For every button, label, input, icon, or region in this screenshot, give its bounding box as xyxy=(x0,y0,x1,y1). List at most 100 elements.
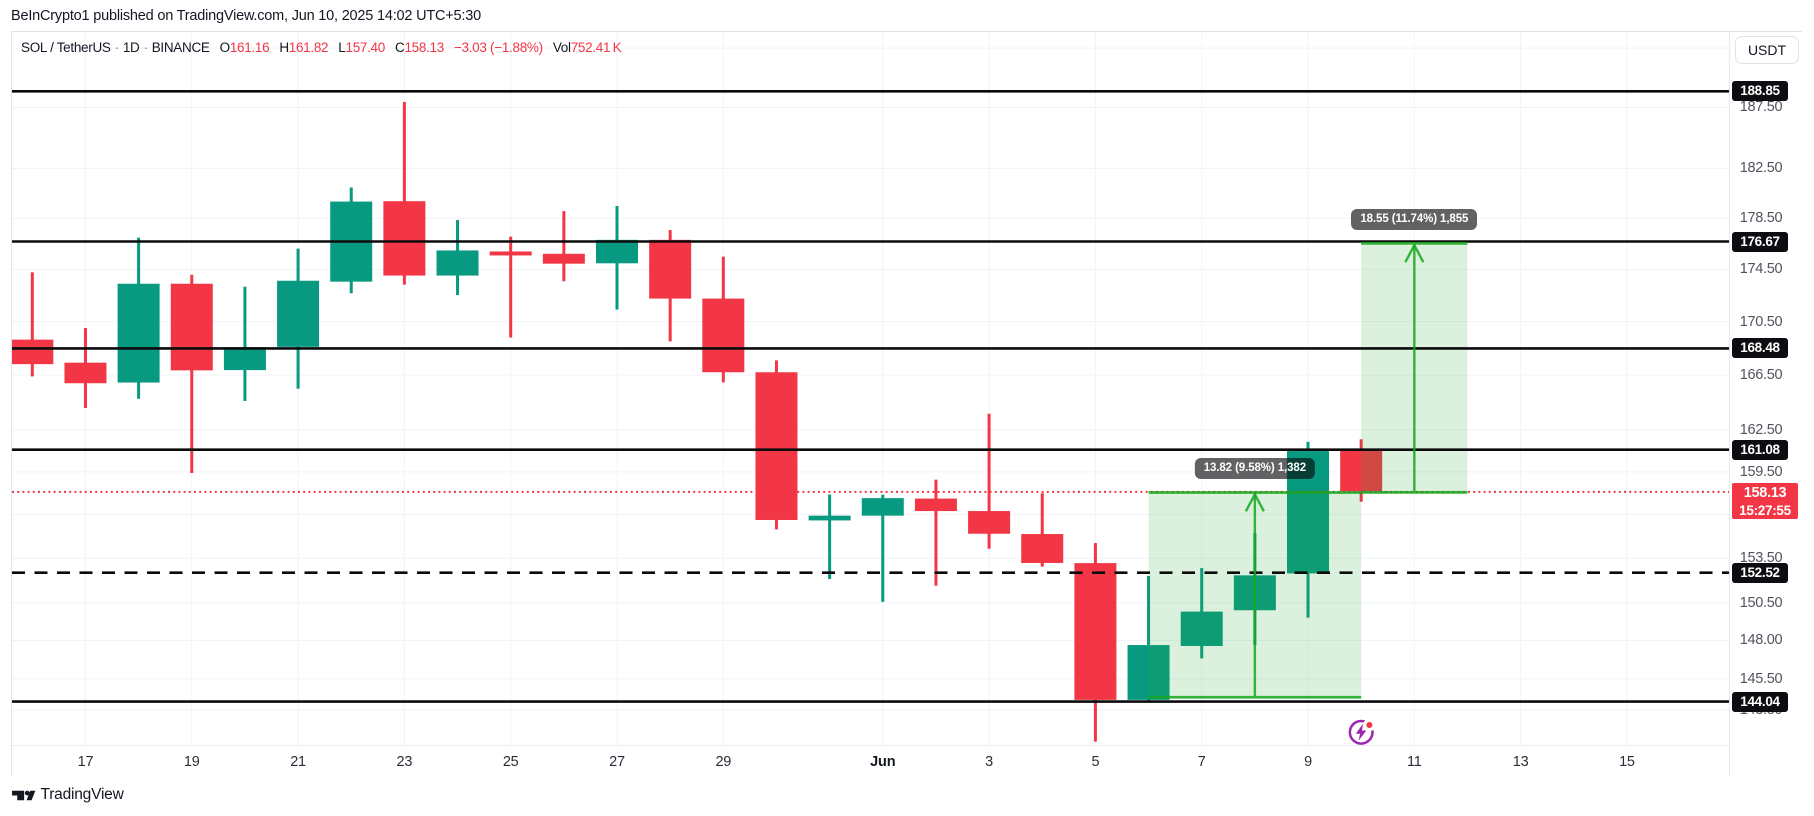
price-range-1-arrow-head xyxy=(1244,491,1265,512)
time-tick-9: 9 xyxy=(1304,753,1312,770)
candle-wick-jun-3[interactable] xyxy=(987,413,991,549)
time-tick-jun: Jun xyxy=(870,753,896,770)
price-range-label-1[interactable]: 13.82 (9.58%) 1,382 xyxy=(1194,457,1316,480)
price-tick-162.50: 162.50 xyxy=(1739,421,1783,438)
candle-wick-may-20[interactable] xyxy=(243,286,247,401)
key-level-price-label-144.04: 144.04 xyxy=(1732,691,1788,712)
candle-may-25[interactable] xyxy=(489,251,532,256)
tradingview-logo-text: TradingView xyxy=(40,786,124,803)
price-tick-153.50: 153.50 xyxy=(1739,550,1783,567)
currency-unit-button[interactable]: USDT xyxy=(1735,35,1799,64)
price-tick-145.50: 145.50 xyxy=(1739,670,1783,687)
candle-jun-10[interactable] xyxy=(1340,448,1383,492)
candle-may-20[interactable] xyxy=(223,347,266,371)
candle-may-26[interactable] xyxy=(542,253,585,264)
legend-exchange[interactable]: BINANCE xyxy=(151,40,210,55)
chart-pane[interactable]: SOL / TetherUS · 1D · BINANCE O161.16 H1… xyxy=(12,32,1729,745)
legend-close: C158.13 xyxy=(394,40,444,55)
candle-jun-5[interactable] xyxy=(1074,563,1117,700)
candle-wick-may-19[interactable] xyxy=(190,274,194,474)
chart-widget: SOL / TetherUS · 1D · BINANCE O161.16 H1… xyxy=(11,31,1802,777)
legend-volume: Vol752.41 K xyxy=(552,40,622,55)
legend-change: −3.03 (−1.88%) xyxy=(453,40,543,55)
candle-may-21[interactable] xyxy=(277,280,320,347)
key-level-price-label-188.85: 188.85 xyxy=(1732,81,1788,102)
price-tick-187.50: 187.50 xyxy=(1739,99,1783,116)
time-axis[interactable]: 17 19 21 23 25 27 29 Jun 3 5 7 9 11 13 15 xyxy=(12,745,1729,777)
last-price-label: 158.13 15:27:55 xyxy=(1732,482,1798,519)
candle-may-17[interactable] xyxy=(64,362,107,384)
candle-wick-may-16[interactable] xyxy=(30,272,34,377)
candle-jun-3[interactable] xyxy=(968,511,1011,534)
legend-interval[interactable]: 1D xyxy=(122,40,140,55)
time-tick-25: 25 xyxy=(502,753,519,770)
candle-may-30[interactable] xyxy=(755,372,798,520)
candle-may-16[interactable] xyxy=(12,339,54,365)
bar-countdown: 15:27:55 xyxy=(1739,502,1791,518)
lightning-bolt-icon xyxy=(1355,723,1367,741)
price-tick-170.50: 170.50 xyxy=(1739,313,1783,330)
candle-wick-may-31[interactable] xyxy=(828,494,832,580)
candle-wick-jun-1[interactable] xyxy=(881,494,885,602)
price-tick-178.50: 178.50 xyxy=(1739,210,1783,227)
candle-jun-4[interactable] xyxy=(1021,534,1064,563)
event-badge-dot xyxy=(1366,722,1373,728)
key-level-price-label-161.08: 161.08 xyxy=(1732,439,1788,460)
time-tick-7: 7 xyxy=(1197,753,1206,770)
time-tick-23: 23 xyxy=(396,753,413,770)
candle-wick-jun-2[interactable] xyxy=(934,479,938,586)
time-tick-21: 21 xyxy=(290,753,306,770)
candle-jun-7[interactable] xyxy=(1180,611,1223,646)
time-tick-29: 29 xyxy=(715,753,732,770)
key-level-price-label-176.67: 176.67 xyxy=(1732,231,1788,252)
price-range-2-arrow-head xyxy=(1404,242,1425,263)
price-tick-174.50: 174.50 xyxy=(1739,261,1783,278)
time-tick-11: 11 xyxy=(1407,753,1422,770)
key-level-price-label-152.52: 152.52 xyxy=(1732,562,1788,583)
time-tick-5: 5 xyxy=(1091,753,1100,770)
candle-wick-may-25[interactable] xyxy=(509,236,513,338)
candle-wick-jun-4[interactable] xyxy=(1040,493,1044,567)
candlestick-chart[interactable] xyxy=(12,32,1729,745)
candle-wick-jun-6[interactable] xyxy=(1147,575,1151,701)
candle-jun-2[interactable] xyxy=(914,498,957,512)
legend-open: O161.16 xyxy=(219,40,270,55)
time-tick-27: 27 xyxy=(609,753,625,770)
price-range-label-2[interactable]: 18.55 (11.74%) 1,855 xyxy=(1351,208,1478,231)
candle-may-28[interactable] xyxy=(649,239,692,299)
tradingview-logo-icon xyxy=(12,790,36,800)
time-tick-13: 13 xyxy=(1512,753,1529,770)
legend-separator: · xyxy=(114,40,120,55)
time-tick-17: 17 xyxy=(77,753,94,770)
candle-wick-may-23[interactable] xyxy=(402,101,406,285)
legend-low: L157.40 xyxy=(338,40,385,55)
candle-jun-1[interactable] xyxy=(861,498,904,516)
price-tick-182.50: 182.50 xyxy=(1739,160,1783,177)
candle-may-31[interactable] xyxy=(808,515,851,521)
price-tick-166.50: 166.50 xyxy=(1739,367,1783,384)
tradingview-logo[interactable]: TradingView xyxy=(12,786,124,804)
key-level-price-label-168.48: 168.48 xyxy=(1732,338,1788,359)
legend-symbol[interactable]: SOL / TetherUS xyxy=(21,40,111,55)
price-axis[interactable]: USDT 158.13 15:27:55 187.50 182.50 178.50 1… xyxy=(1729,32,1802,777)
price-tick-159.50: 159.50 xyxy=(1739,463,1783,480)
candle-wick-may-26[interactable] xyxy=(562,211,566,282)
candle-may-19[interactable] xyxy=(170,283,213,371)
candle-jun-6[interactable] xyxy=(1127,645,1170,700)
candle-may-24[interactable] xyxy=(436,250,479,276)
event-lightning-icon[interactable] xyxy=(1348,719,1374,745)
time-tick-15: 15 xyxy=(1619,753,1635,770)
time-tick-3: 3 xyxy=(985,753,994,770)
page-title: BeInCrypto1 published on TradingView.com… xyxy=(11,8,481,24)
last-price-value: 158.13 xyxy=(1743,484,1787,501)
candle-may-18[interactable] xyxy=(117,283,160,383)
symbol-legend[interactable]: SOL / TetherUS · 1D · BINANCE O161.16 H1… xyxy=(21,40,622,55)
legend-high: H161.82 xyxy=(279,40,329,55)
price-tick-148.00: 148.00 xyxy=(1739,632,1783,649)
candle-may-23[interactable] xyxy=(383,201,426,276)
candle-may-27[interactable] xyxy=(596,239,639,264)
legend-separator: · xyxy=(143,40,148,55)
price-tick-150.50: 150.50 xyxy=(1739,594,1783,611)
time-tick-19: 19 xyxy=(183,753,200,770)
candle-may-29[interactable] xyxy=(702,298,745,373)
